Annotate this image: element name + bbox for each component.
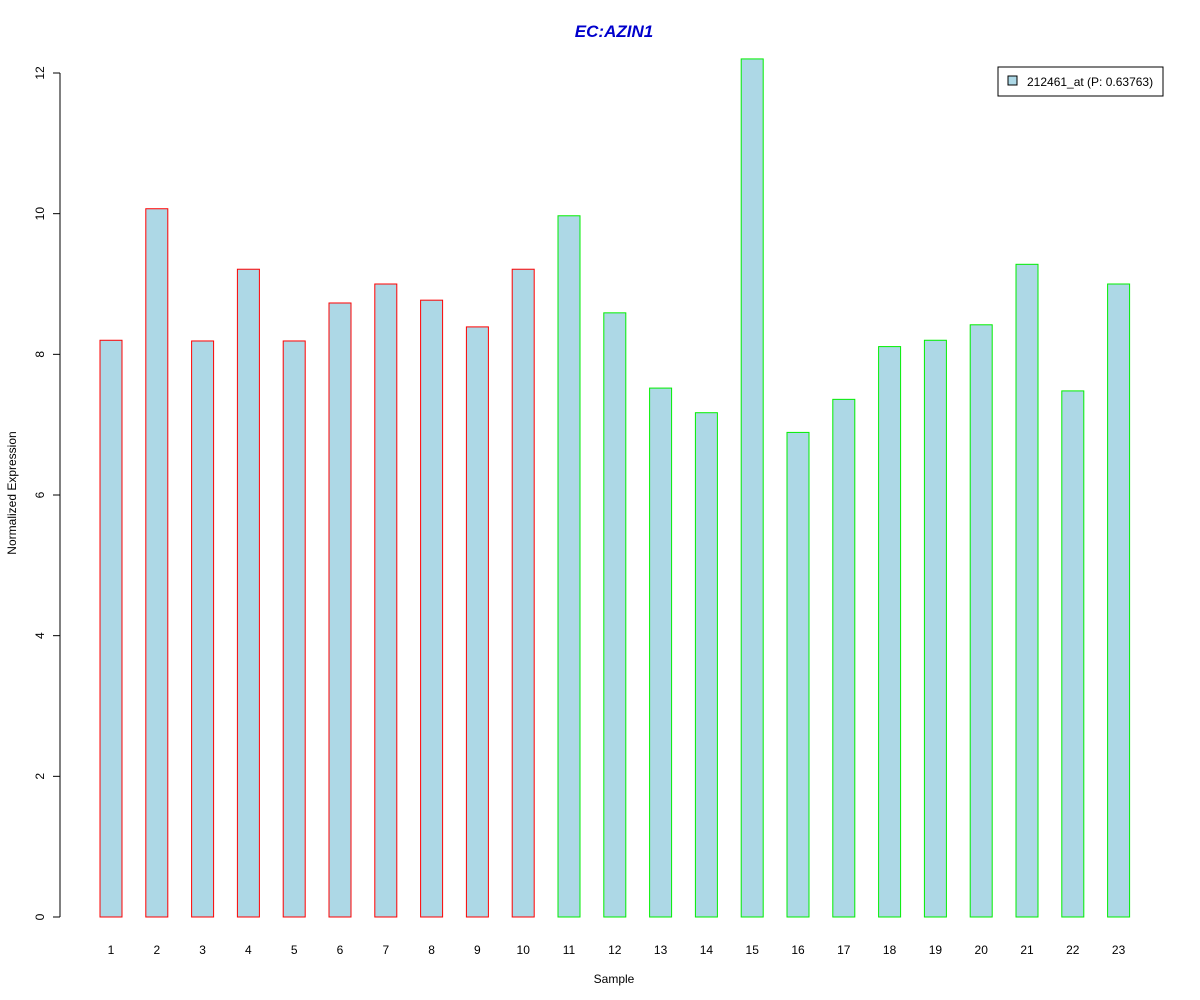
bar: [649, 387, 673, 918]
y-tick-label: 4: [33, 632, 47, 639]
x-tick-label: 9: [474, 943, 481, 957]
x-tick-label: 4: [245, 943, 252, 957]
bar: [282, 340, 306, 918]
x-tick-label: 11: [563, 943, 576, 957]
x-tick-label: 22: [1066, 943, 1080, 957]
y-tick-label: 6: [33, 491, 47, 498]
bar: [557, 215, 581, 918]
y-tick-label: 0: [33, 913, 47, 920]
x-tick-label: 6: [337, 943, 344, 957]
legend-box: [997, 66, 1164, 97]
bar: [969, 324, 993, 918]
bar: [1061, 390, 1085, 918]
y-tick-label: 10: [33, 207, 47, 221]
x-tick-label: 15: [746, 943, 760, 957]
y-tick-label: 2: [33, 773, 47, 780]
x-tick-label: 3: [199, 943, 206, 957]
bar: [420, 299, 444, 918]
bar: [1107, 283, 1131, 918]
x-tick-label: 2: [153, 943, 160, 957]
x-tick-label: 19: [929, 943, 943, 957]
x-tick-label: 13: [654, 943, 668, 957]
x-tick-label: 23: [1112, 943, 1126, 957]
bar: [99, 339, 123, 918]
bar: [878, 346, 902, 918]
bar: [236, 268, 260, 918]
x-tick-label: 18: [883, 943, 897, 957]
x-tick-label: 5: [291, 943, 298, 957]
x-tick-label: 7: [382, 943, 389, 957]
bar: [191, 340, 215, 918]
bar: [465, 326, 489, 918]
x-tick-label: 10: [517, 943, 531, 957]
bar: [832, 398, 856, 918]
bar: [374, 283, 398, 918]
y-tick-label: 8: [33, 351, 47, 358]
x-tick-label: 20: [975, 943, 989, 957]
legend-label: 212461_at (P: 0.63763): [1027, 75, 1153, 89]
x-tick-label: 14: [700, 943, 714, 957]
y-axis: 0 2 4 6 8 10 12: [33, 66, 61, 920]
x-tick-label: 16: [791, 943, 805, 957]
legend: 212461_at (P: 0.63763): [997, 66, 1164, 97]
bar: [694, 412, 718, 918]
x-tick-label: 21: [1020, 943, 1034, 957]
x-axis-title: Sample: [594, 972, 635, 986]
bars: [99, 58, 1131, 918]
x-axis-labels: 1 2 3 4 5 6 7 8 9 10 11 12 13 14 15 16 17 18 19 20 21 22 23: [108, 943, 1126, 957]
bar: [328, 302, 352, 918]
x-tick-label: 17: [837, 943, 851, 957]
legend-swatch: [1007, 75, 1018, 86]
bar: [511, 268, 535, 918]
bar: [603, 312, 627, 918]
bar: [145, 208, 169, 918]
bar: [923, 339, 947, 918]
y-tick-label: 12: [33, 66, 47, 80]
x-tick-label: 12: [608, 943, 622, 957]
bar: [740, 58, 764, 918]
x-tick-label: 1: [108, 943, 115, 957]
bar: [1015, 263, 1039, 918]
chart-title: EC:AZIN1: [575, 22, 653, 41]
y-axis-title: Normalized Expression: [5, 431, 19, 554]
bar: [786, 431, 810, 918]
x-tick-label: 8: [428, 943, 435, 957]
